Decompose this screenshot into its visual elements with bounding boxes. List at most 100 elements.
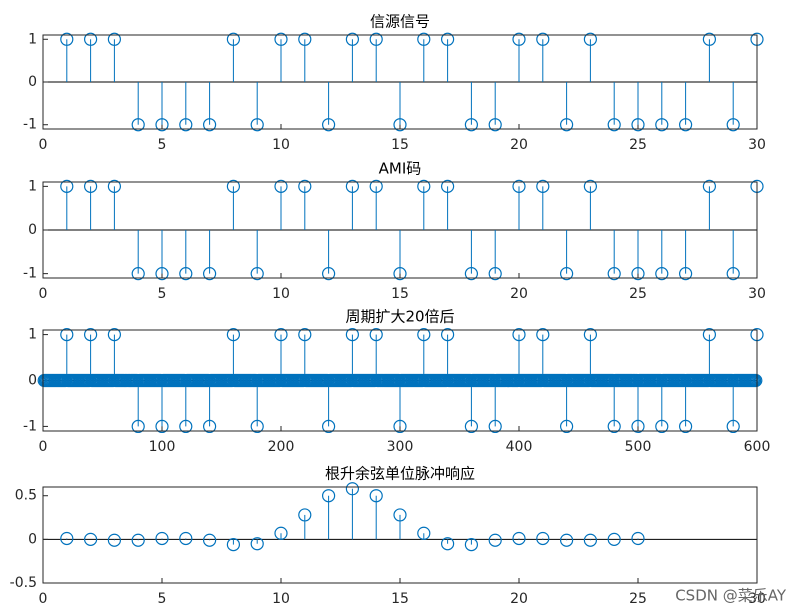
stem-marker (203, 419, 217, 434)
x-tick-label: 5 (158, 286, 167, 302)
x-tick-label: 20 (510, 137, 528, 153)
stem-marker (536, 32, 550, 46)
stem-marker (60, 327, 74, 342)
x-tick-label: 25 (629, 286, 647, 302)
stem-marker (131, 118, 145, 132)
stem-marker (607, 118, 621, 132)
x-tick-label: 500 (625, 439, 652, 455)
stem-marker (298, 327, 312, 342)
stem-marker (179, 531, 193, 546)
stem-marker (179, 118, 193, 132)
stem-marker (607, 267, 621, 281)
stem-marker (655, 118, 669, 132)
stem-marker (464, 419, 478, 434)
x-tick-label: 30 (748, 137, 766, 153)
stem-marker (559, 419, 574, 434)
stem-marker (631, 531, 645, 546)
x-tick-label: 10 (272, 591, 290, 607)
watermark: CSDN @菜乐AY (675, 587, 787, 605)
stem-marker (702, 179, 717, 193)
x-tick-label: 10 (272, 137, 290, 153)
x-tick-label: 600 (744, 439, 771, 455)
stem-marker (512, 32, 526, 46)
stem-marker (678, 419, 693, 434)
stem-marker (417, 327, 431, 342)
stem-marker (274, 179, 288, 193)
stem-marker (131, 533, 145, 547)
stem-marker (131, 419, 145, 434)
axes-box (42, 329, 758, 432)
stem-marker (322, 489, 336, 503)
stem-marker (155, 267, 169, 281)
stem-marker (559, 533, 574, 547)
stem-marker (536, 327, 550, 342)
stem-marker (274, 526, 288, 540)
stem-marker (226, 32, 240, 46)
stem-marker (226, 537, 240, 552)
stem-marker (179, 419, 193, 434)
stem-marker (726, 419, 740, 434)
chart-title: 根升余弦单位脉冲响应 (325, 465, 475, 483)
stem-marker (417, 179, 431, 193)
stem-marker (536, 179, 550, 193)
x-tick-label: 300 (387, 439, 414, 455)
stem-marker (464, 537, 478, 552)
x-tick-label: 25 (629, 591, 647, 607)
chart-title: 周期扩大20倍后 (345, 308, 454, 326)
x-tick-label: 5 (158, 591, 167, 607)
stem-marker (298, 508, 312, 522)
stem-marker (369, 327, 383, 342)
stem-marker (345, 327, 359, 342)
stem-marker (441, 327, 455, 342)
chart-title: AMI码 (379, 160, 422, 178)
stem-marker (583, 533, 598, 547)
x-tick-label: 400 (506, 439, 533, 455)
x-tick-label: 10 (272, 286, 290, 302)
stem-marker (250, 267, 264, 281)
x-tick-label: 25 (629, 137, 647, 153)
stem-marker (60, 32, 74, 46)
stem-marker (607, 532, 621, 546)
stem-marker (298, 32, 312, 46)
stem-marker (226, 327, 240, 342)
x-tick-label: 30 (748, 591, 766, 607)
stem-marker (631, 419, 645, 434)
stem-marker (488, 419, 502, 434)
stem-marker (60, 531, 74, 546)
stem-marker (702, 327, 717, 342)
stem-marker (274, 32, 288, 46)
stem-marker (393, 267, 407, 281)
stem-marker (655, 419, 669, 434)
x-tick-label: 0 (39, 591, 48, 607)
stem-marker (393, 419, 407, 434)
y-tick-label: 0 (28, 74, 37, 90)
stem-marker (203, 267, 217, 281)
stem-marker (298, 179, 312, 193)
stem-marker (250, 118, 264, 132)
stem-marker (702, 32, 717, 46)
axes-box (42, 486, 758, 584)
stem-marker (203, 533, 217, 547)
stem-marker (749, 373, 763, 388)
stem-marker (726, 267, 740, 281)
stem-marker (583, 179, 598, 193)
stem-marker (369, 179, 383, 193)
y-tick-label: 0 (28, 531, 37, 547)
stem-marker (583, 32, 598, 46)
x-tick-label: 30 (748, 286, 766, 302)
stem-marker (536, 531, 550, 546)
stem-marker (250, 537, 264, 551)
stem-marker (441, 179, 455, 193)
x-tick-label: 20 (510, 286, 528, 302)
stem-marker (107, 533, 122, 547)
x-tick-label: 200 (268, 439, 295, 455)
stem-marker (155, 118, 169, 132)
x-tick-label: 0 (39, 286, 48, 302)
stem-marker (203, 118, 217, 132)
stem-marker (179, 267, 193, 281)
stem-marker (488, 533, 502, 547)
stem-marker (131, 267, 145, 281)
stem-marker (322, 419, 336, 434)
stem-marker (464, 267, 478, 281)
